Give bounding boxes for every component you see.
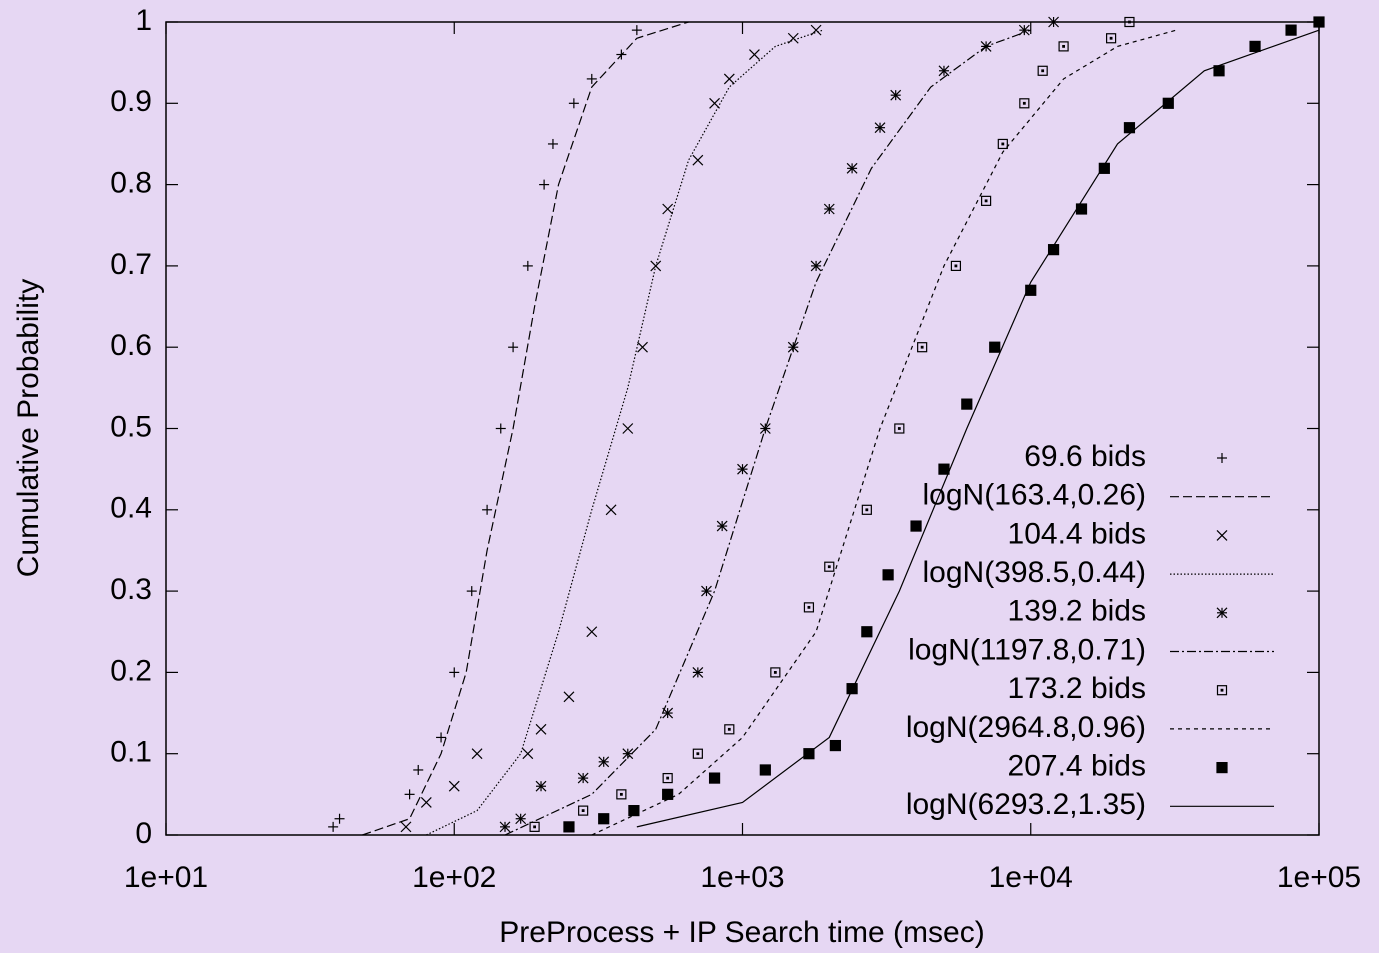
legend-label: 104.4 bids [1008, 517, 1146, 550]
marker [875, 123, 885, 133]
y-tick-label: 0.5 [110, 410, 152, 443]
marker [824, 204, 834, 214]
marker [891, 90, 901, 100]
marker [516, 814, 526, 824]
marker [738, 464, 748, 474]
marker [830, 741, 840, 751]
page: PreProcess + IP Search time (msec) Cumul… [0, 0, 1379, 953]
legend-label: logN(6293.2,1.35) [906, 788, 1146, 821]
marker [599, 814, 609, 824]
legend-label: logN(398.5,0.44) [923, 556, 1146, 589]
marker [883, 570, 893, 580]
y-tick-label: 0.2 [110, 654, 152, 687]
marker [623, 749, 633, 759]
legend-label: 173.2 bids [1008, 672, 1146, 705]
marker [500, 822, 510, 832]
marker [1077, 204, 1087, 214]
y-tick-label: 0.6 [110, 329, 152, 362]
y-tick-label: 1 [135, 4, 152, 37]
marker [1019, 25, 1029, 35]
marker [701, 586, 711, 596]
marker [1314, 17, 1324, 27]
marker [564, 822, 574, 832]
y-tick-label: 0.4 [110, 492, 152, 525]
x-tick-label: 1e+03 [700, 861, 784, 894]
marker [990, 342, 1000, 352]
legend-label: 207.4 bids [1008, 750, 1146, 783]
marker [1286, 25, 1296, 35]
marker [847, 163, 857, 173]
marker [1217, 763, 1227, 773]
marker [1250, 41, 1260, 51]
marker [710, 773, 720, 783]
marker [599, 757, 609, 767]
legend-label: logN(1197.8,0.71) [908, 633, 1146, 666]
x-tick-label: 1e+05 [1277, 861, 1361, 894]
marker [911, 521, 921, 531]
marker [939, 464, 949, 474]
marker [1163, 98, 1173, 108]
x-tick-label: 1e+01 [124, 861, 208, 894]
y-axis-label: Cumulative Probability [12, 279, 45, 577]
marker [760, 424, 770, 434]
legend-label: logN(163.4,0.26) [923, 479, 1146, 512]
y-tick-label: 0.1 [110, 736, 152, 769]
marker [536, 781, 546, 791]
chart: PreProcess + IP Search time (msec) Cumul… [0, 0, 1379, 953]
marker [578, 773, 588, 783]
x-tick-label: 1e+04 [989, 861, 1073, 894]
background [0, 0, 1379, 953]
legend-label: 69.6 bids [1024, 440, 1146, 473]
marker [663, 789, 673, 799]
marker [717, 521, 727, 531]
marker [962, 399, 972, 409]
marker [629, 806, 639, 816]
marker [939, 66, 949, 76]
marker [811, 261, 821, 271]
marker [1049, 17, 1059, 27]
y-tick-label: 0.7 [110, 248, 152, 281]
x-axis-label: PreProcess + IP Search time (msec) [499, 916, 984, 949]
y-tick-label: 0.3 [110, 573, 152, 606]
marker [862, 627, 872, 637]
marker [1217, 608, 1227, 618]
legend-label: 139.2 bids [1008, 595, 1146, 628]
legend-label: logN(2964.8,0.96) [906, 711, 1146, 744]
marker [760, 765, 770, 775]
x-tick-label: 1e+02 [412, 861, 496, 894]
y-tick-label: 0.8 [110, 167, 152, 200]
marker [788, 342, 798, 352]
marker [693, 667, 703, 677]
y-tick-label: 0 [135, 817, 152, 850]
y-tick-label: 0.9 [110, 85, 152, 118]
